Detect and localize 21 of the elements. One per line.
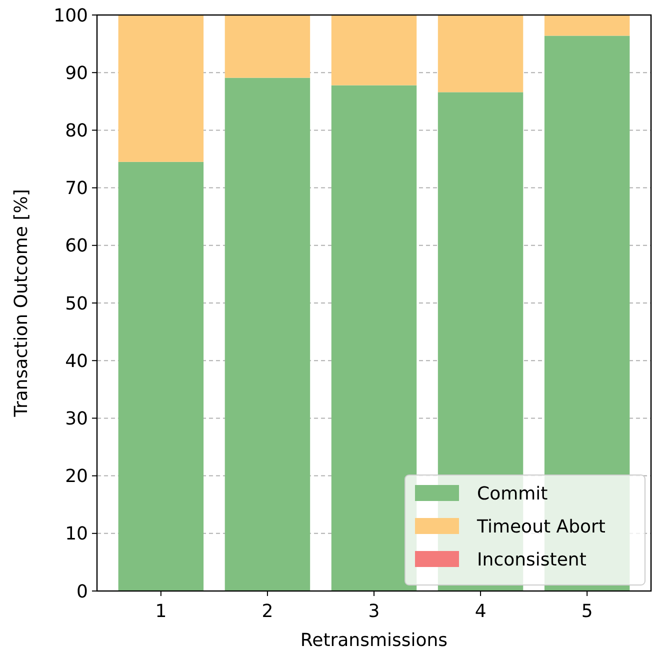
y-axis-title: Transaction Outcome [%]: [11, 189, 32, 418]
x-axis-title: Retransmissions: [300, 630, 448, 651]
y-tick-label: 60: [65, 236, 88, 257]
y-tick-label: 90: [65, 62, 88, 84]
x-tick-label: 3: [368, 601, 380, 622]
x-tick-label: 1: [155, 601, 167, 622]
y-tick-label: 30: [65, 408, 88, 430]
legend-label: Commit: [477, 483, 548, 504]
y-tick-label: 100: [54, 5, 88, 26]
y-tick-label: 10: [65, 524, 88, 545]
y-tick-label: 70: [65, 178, 88, 200]
x-tick-label: 2: [262, 601, 274, 622]
legend-label: Timeout Abort: [476, 516, 606, 538]
x-tick-label: 4: [474, 601, 486, 622]
legend-label: Inconsistent: [477, 549, 586, 570]
x-tick-label: 5: [581, 601, 593, 622]
y-tick-label: 20: [65, 466, 88, 488]
y-tick-label: 80: [65, 120, 88, 142]
y-tick-label: 40: [65, 350, 88, 372]
y-tick-label: 50: [65, 293, 88, 314]
y-tick-label: 0: [76, 581, 88, 602]
